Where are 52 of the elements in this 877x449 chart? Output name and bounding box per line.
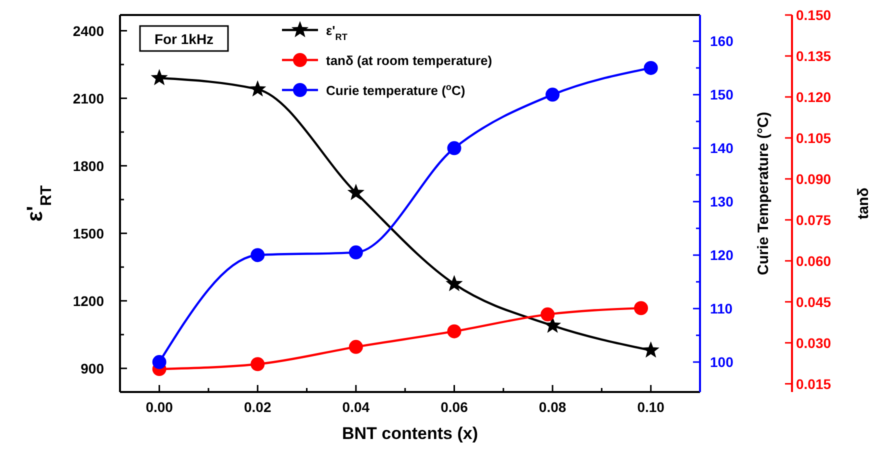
y-tick-label: 1200 <box>72 292 104 309</box>
y2-tick-label: 110 <box>710 300 733 317</box>
y3-tick-label: 0.015 <box>796 376 832 392</box>
y3-tick-label: 0.045 <box>796 294 832 310</box>
y3-tick-label: 0.075 <box>796 212 832 228</box>
y3-tick-label: 0.135 <box>796 48 832 64</box>
legend-label: Curie temperature ($^{o}$C) <box>326 82 466 98</box>
point <box>447 141 462 156</box>
y2-tick-label: 120 <box>710 247 734 264</box>
y3-tick-label: 0.150 <box>796 7 832 23</box>
y-tick-label: 1800 <box>72 158 104 174</box>
y2-tick-label: 140 <box>710 140 734 156</box>
y-tick-label: 2100 <box>72 90 104 106</box>
x-tick-label: 0.08 <box>538 399 566 415</box>
point <box>546 88 560 102</box>
point <box>347 184 364 200</box>
y3-axis-title: tanδ <box>855 188 872 220</box>
y-tick-label: 1500 <box>72 225 104 242</box>
x-tick-label: 0.04 <box>342 399 370 415</box>
y3-tick-label: 0.105 <box>796 130 832 146</box>
y2-axis-title: Curie Temperature (°C) <box>755 112 772 276</box>
y3-tick-label: 0.060 <box>796 252 832 269</box>
x-tick-label: 0.00 <box>146 399 174 415</box>
y2-tick-label: 100 <box>710 354 734 370</box>
point <box>250 357 265 372</box>
y-tick-label: 2400 <box>72 22 104 39</box>
y-tick-label: 900 <box>80 360 104 376</box>
legend-label: tanδ (at room temperature) <box>326 53 492 68</box>
x-tick-label: 0.06 <box>440 399 468 415</box>
y2-tick-label: 130 <box>710 194 734 210</box>
point <box>152 355 166 370</box>
x-tick-label: 0.02 <box>244 399 272 415</box>
legend-label: ε'$_{RT}$ <box>326 23 348 42</box>
point <box>634 301 648 316</box>
annotation: For 1kHz <box>154 31 214 47</box>
point <box>249 80 266 97</box>
y2-tick-label: 150 <box>710 86 734 103</box>
point <box>446 274 463 292</box>
y3-tick-label: 0.120 <box>796 88 832 105</box>
point <box>250 248 265 262</box>
point <box>644 60 658 75</box>
x-tick-label: 0.10 <box>637 399 665 415</box>
y2-tick-label: 160 <box>710 33 734 50</box>
point <box>642 341 660 358</box>
x-axis-title: BNT contents (x) <box>342 424 478 443</box>
y3-tick-label: 0.090 <box>796 170 832 187</box>
point <box>348 245 363 260</box>
point <box>348 340 363 354</box>
point <box>150 69 168 86</box>
y3-tick-label: 0.030 <box>796 334 832 351</box>
point <box>540 307 555 322</box>
point <box>447 324 462 338</box>
